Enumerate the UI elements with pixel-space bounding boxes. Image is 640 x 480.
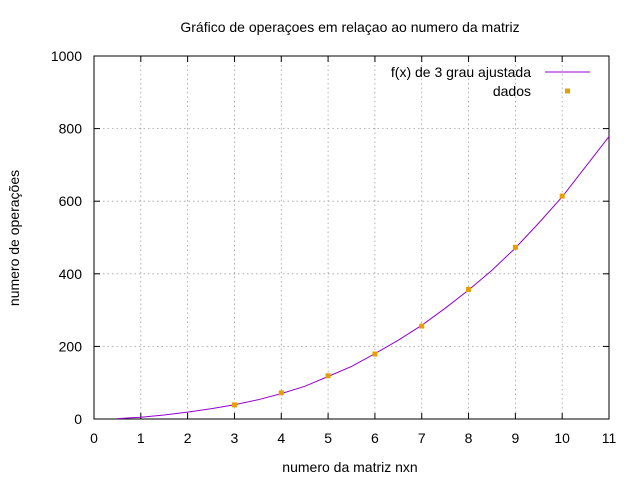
- series-layer: [117, 137, 609, 419]
- x-axis-label: numero da matriz nxn: [282, 459, 417, 475]
- data-point: [466, 287, 471, 292]
- y-tick-label: 1000: [51, 48, 82, 64]
- chart-title: Gráfico de operaçoes em relaçao ao numer…: [180, 19, 519, 35]
- y-tick-label: 600: [59, 193, 83, 209]
- x-tick-label: 2: [184, 430, 192, 446]
- y-axis-label: numero de operações: [6, 170, 22, 306]
- data-point: [232, 402, 237, 407]
- x-tick-label: 5: [324, 430, 332, 446]
- data-point: [419, 324, 424, 329]
- y-tick-label: 200: [59, 338, 83, 354]
- data-point: [513, 245, 518, 250]
- x-tick-label: 0: [90, 430, 98, 446]
- legend: f(x) de 3 grau ajustada dados: [391, 64, 590, 99]
- y-tick-label: 400: [59, 266, 83, 282]
- data-point: [326, 373, 331, 378]
- x-tick-label: 11: [602, 430, 617, 446]
- x-tick-label: 1: [137, 430, 145, 446]
- x-tick-label: 10: [554, 430, 570, 446]
- x-tick-label: 4: [277, 430, 285, 446]
- axis-ticks: 0 1 2 3 4 5 6 7 8 9 10 11 0 200 400 600 800 1000: [51, 48, 617, 446]
- data-point: [560, 194, 565, 199]
- data-point: [372, 352, 377, 357]
- fitted-curve-line: [117, 137, 609, 419]
- x-tick-label: 6: [371, 430, 379, 446]
- y-tick-label: 800: [59, 121, 83, 137]
- grid: [94, 56, 609, 419]
- legend-label: dados: [493, 83, 531, 99]
- x-tick-label: 9: [511, 430, 519, 446]
- legend-point-swatch: [565, 89, 570, 94]
- x-tick-label: 3: [231, 430, 239, 446]
- data-point: [279, 390, 284, 395]
- x-tick-label: 8: [465, 430, 473, 446]
- y-tick-label: 0: [74, 411, 82, 427]
- legend-label: f(x) de 3 grau ajustada: [391, 64, 531, 80]
- x-tick-label: 7: [418, 430, 426, 446]
- plot-frame: [94, 56, 609, 419]
